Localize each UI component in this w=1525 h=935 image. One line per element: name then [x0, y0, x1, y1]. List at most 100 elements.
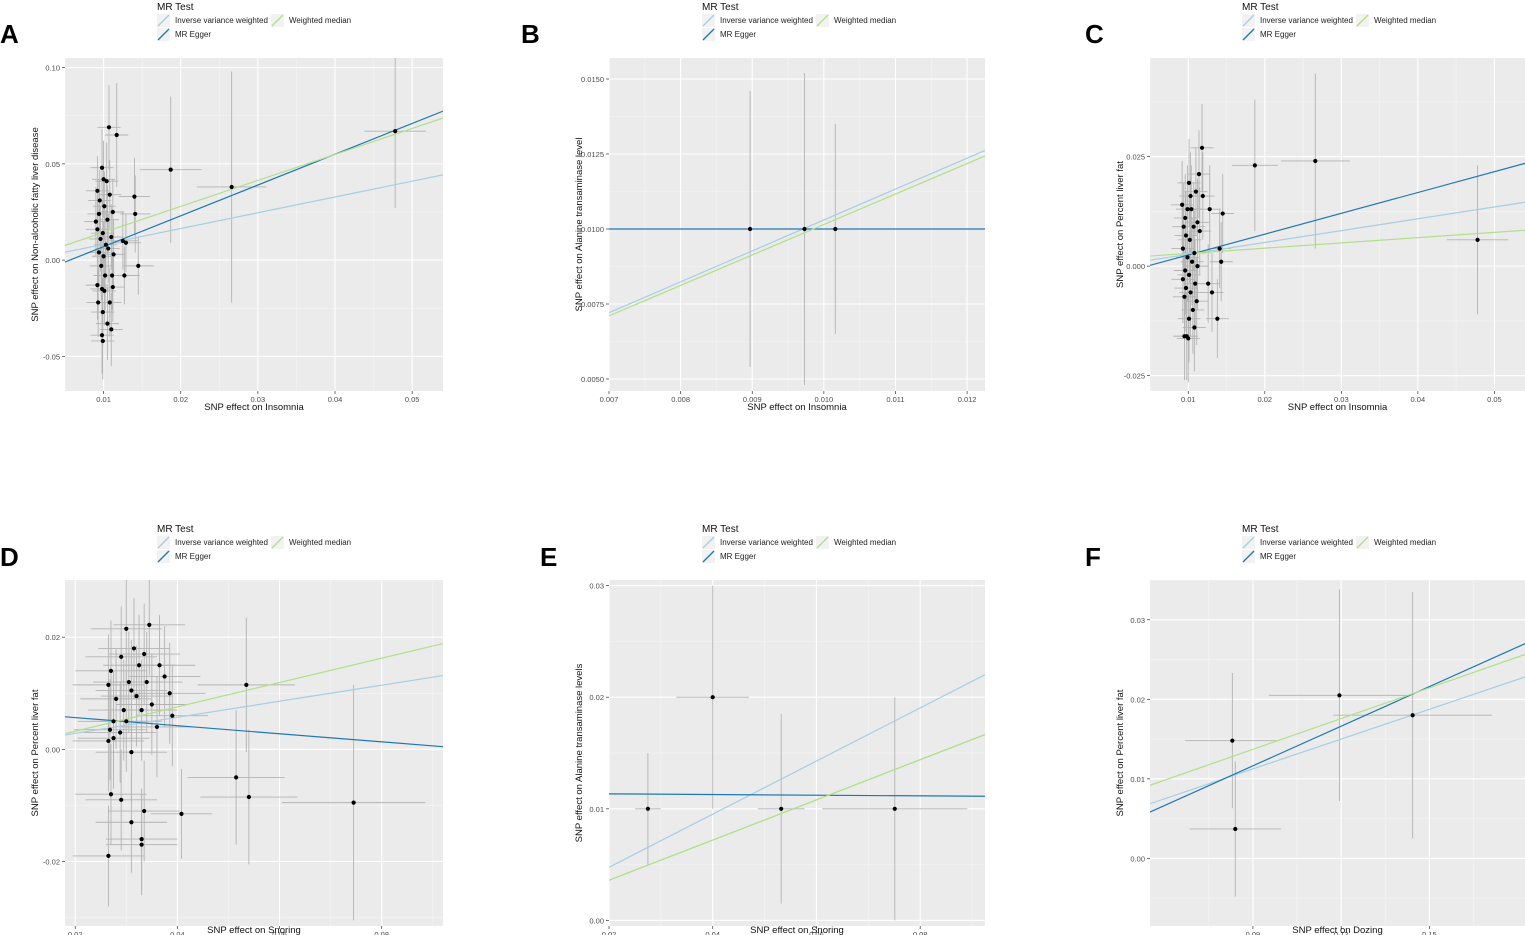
legend-key-line [1242, 28, 1255, 41]
data-point [118, 730, 123, 735]
legend-label: MR Egger [1260, 30, 1296, 39]
data-point [802, 226, 807, 232]
panel-b: B MR Test Inverse variance weighted MR Egge… [521, 2, 985, 413]
mr-line-mr-egger [609, 793, 985, 797]
plot-background [65, 58, 443, 391]
panel-a: A MR Test Inverse variance weighted MR Egge… [0, 2, 443, 413]
x-tick-label: 0.02 [68, 930, 83, 935]
data-point [96, 211, 102, 217]
y-tick-label: 0.02 [45, 633, 60, 642]
data-point [103, 242, 108, 247]
data-point [779, 806, 784, 811]
data-point [102, 288, 107, 294]
x-tick-label: 0.04 [170, 930, 185, 935]
data-point [95, 227, 100, 232]
data-point [1183, 215, 1188, 221]
data-point [1197, 228, 1202, 234]
data-point [170, 713, 175, 718]
panel-e: E MR Test Inverse variance weighted MR Egge… [540, 524, 985, 935]
plot-background [65, 580, 443, 926]
x-tick-label: 0.12 [1334, 930, 1349, 935]
data-point [1190, 307, 1195, 313]
plot-area [65, 58, 443, 391]
data-point [1215, 316, 1220, 321]
plot-background [1150, 58, 1525, 391]
legend-label: Weighted median [834, 16, 896, 25]
mr-line-weighted-median [1150, 229, 1525, 257]
plot-area [65, 580, 443, 926]
data-point [1183, 285, 1189, 291]
x-tick-label: 0.04 [705, 930, 720, 935]
y-axis-title: SNP effect on Alanine transaminase level… [574, 663, 585, 842]
data-point [1252, 163, 1257, 168]
y-tick-label: 0.0125 [581, 150, 604, 159]
legend: MR Test Inverse variance weighted MR Egger… [702, 2, 896, 41]
data-point [97, 198, 102, 203]
data-point [1233, 826, 1238, 832]
x-tick-label: 0.06 [809, 930, 824, 935]
data-point [1181, 224, 1186, 229]
plot-area [609, 580, 985, 926]
data-point [1193, 281, 1198, 286]
x-tick-label: 0.02 [173, 395, 188, 404]
data-point [124, 626, 129, 631]
legend-title: MR Test [157, 2, 194, 13]
y-tick-label: 0.10 [45, 64, 60, 73]
mr-line-weighted-median [65, 642, 443, 735]
data-point [136, 663, 142, 668]
data-point [96, 300, 101, 305]
data-point [106, 682, 111, 687]
legend-key-line [816, 14, 829, 27]
legend-key-line [271, 14, 284, 27]
y-tick-label: 0.01 [589, 805, 604, 814]
legend: MR Test Inverse variance weighted MR Egger… [702, 524, 896, 563]
data-point [710, 695, 715, 700]
data-point [892, 806, 897, 811]
data-point [1185, 255, 1190, 260]
panel-letter: C [1085, 19, 1104, 49]
data-point [139, 842, 144, 847]
legend-title: MR Test [1242, 524, 1279, 535]
plot-background [609, 58, 985, 391]
data-point [1180, 277, 1186, 282]
y-tick-label: 0.025 [1126, 153, 1145, 162]
legend-label: MR Egger [175, 552, 211, 561]
x-tick-label: 0.007 [600, 395, 619, 404]
data-point [1189, 259, 1195, 264]
data-point [93, 219, 98, 224]
data-point [1313, 158, 1318, 164]
data-point [1187, 237, 1192, 242]
y-axis-title: SNP effect on Percent liver fat [1115, 689, 1126, 816]
y-tick-label: 0.00 [589, 916, 604, 925]
mr-line-weighted-median [609, 155, 985, 317]
data-point [121, 708, 126, 713]
data-point [1196, 172, 1202, 177]
data-point [111, 252, 116, 257]
data-point [109, 273, 115, 278]
legend-key-line [271, 536, 284, 549]
data-point [106, 125, 112, 130]
data-point [111, 736, 116, 741]
mr-line-weighted-median [609, 734, 985, 881]
data-point [95, 283, 100, 288]
x-tick-label: 0.05 [1487, 395, 1502, 404]
data-point [132, 194, 137, 199]
mr-line-weighted-median [65, 117, 443, 246]
data-point [1186, 316, 1192, 321]
data-point [1475, 237, 1480, 242]
legend: MR Test Inverse variance weighted MR Egger… [1242, 2, 1436, 41]
data-point [124, 719, 129, 724]
data-point [1183, 268, 1188, 273]
panel-letter: F [1085, 542, 1101, 572]
data-point [168, 167, 173, 172]
legend-title: MR Test [702, 524, 739, 535]
x-tick-label: 0.05 [405, 395, 420, 404]
data-point [102, 204, 107, 209]
mr-line-mr-egger [1150, 643, 1525, 813]
legend-key-line [157, 14, 170, 27]
legend-label: Weighted median [289, 16, 351, 25]
data-point [105, 217, 110, 222]
y-tick-label: 0.03 [1130, 616, 1145, 625]
data-point [142, 651, 147, 657]
data-point [129, 688, 134, 693]
